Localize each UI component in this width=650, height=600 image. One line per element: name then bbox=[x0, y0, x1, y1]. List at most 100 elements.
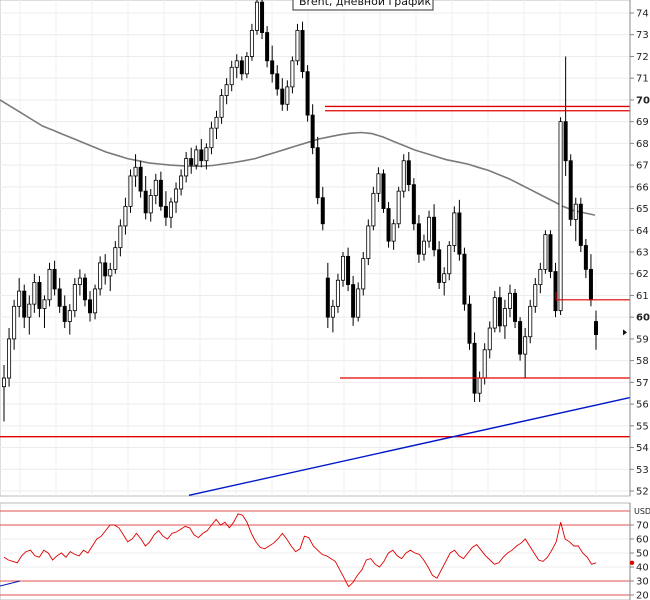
price-tick-label: 74 bbox=[636, 9, 649, 20]
candle-body-down bbox=[189, 158, 194, 166]
horizontal-levels-layer bbox=[0, 105, 630, 438]
candle-body-up bbox=[330, 305, 335, 318]
candle-body-up bbox=[118, 225, 123, 249]
candle-body-down bbox=[270, 60, 275, 75]
candle-body-up bbox=[72, 284, 77, 312]
price-tick-label: 64 bbox=[636, 226, 649, 237]
indicator-panel-frame bbox=[0, 502, 631, 600]
candle-body-up bbox=[133, 166, 138, 177]
price-tick-label: 53 bbox=[636, 465, 649, 476]
candle-body-up bbox=[174, 188, 179, 203]
candle-body-down bbox=[457, 212, 462, 255]
candle-body-up bbox=[421, 240, 426, 255]
candle-body-down bbox=[103, 262, 108, 277]
candle-body-up bbox=[482, 349, 487, 379]
candle-body-up bbox=[427, 216, 432, 242]
candle-body-up bbox=[295, 29, 300, 62]
price-axis: 52 53 54 55 56 57 58 59 60 61 62 63 64 65 66 67 68 69 70 71… bbox=[623, 0, 650, 498]
candle-body-up bbox=[17, 290, 22, 307]
candle-body-up bbox=[335, 279, 340, 307]
candle-body-up bbox=[2, 377, 7, 388]
candle-body-up bbox=[229, 66, 234, 86]
candle-body-up bbox=[492, 297, 497, 329]
candle-body-down bbox=[305, 71, 310, 116]
moving-average-line bbox=[0, 99, 596, 216]
candle-body-up bbox=[209, 127, 214, 149]
candle-body-up bbox=[214, 116, 219, 129]
candle-body-up bbox=[153, 179, 158, 196]
candle-body-up bbox=[341, 255, 346, 281]
candle-body-up bbox=[376, 173, 381, 194]
candle-body-up bbox=[401, 160, 406, 192]
candle-body-up bbox=[77, 277, 82, 285]
moving-average-layer bbox=[0, 99, 596, 216]
indicator-axis: USD 20 30 40 50 60 70 bbox=[629, 503, 650, 600]
candle-body-up bbox=[108, 268, 113, 277]
chart-title: Brent, дневной график bbox=[299, 0, 432, 8]
candle-body-down bbox=[437, 249, 442, 283]
indicator-tick-label: 60 bbox=[636, 535, 649, 546]
candle-body-up bbox=[507, 292, 512, 309]
candle-body-down bbox=[563, 121, 568, 162]
price-tick-label: 62 bbox=[636, 269, 649, 280]
candle-body-up bbox=[123, 205, 128, 227]
candle-body-down bbox=[432, 216, 437, 251]
candle-body-down bbox=[386, 208, 391, 242]
candle-body-down bbox=[163, 205, 168, 218]
candle-body-down bbox=[88, 299, 93, 314]
candle-body-up bbox=[528, 305, 533, 338]
candle-body-up bbox=[168, 201, 173, 218]
candle-body-up bbox=[67, 310, 72, 322]
candle-body-down bbox=[518, 321, 523, 355]
price-tick-label: 61 bbox=[636, 291, 649, 302]
indicator-tick-label: 40 bbox=[636, 563, 649, 574]
candle-body-down bbox=[411, 184, 416, 225]
price-grid bbox=[0, 0, 631, 497]
candle-body-down bbox=[82, 277, 87, 301]
candle-body-up bbox=[290, 60, 295, 88]
price-tick-label: 66 bbox=[636, 182, 649, 193]
candle-body-up bbox=[224, 84, 229, 96]
indicator-line-layer bbox=[3, 513, 597, 588]
price-tick-label: 63 bbox=[636, 248, 649, 259]
candle-body-up bbox=[179, 175, 184, 190]
candle-body-up bbox=[98, 262, 103, 290]
candle-body-up bbox=[361, 258, 366, 290]
candle-body-up bbox=[523, 336, 528, 355]
candle-body-down bbox=[325, 277, 330, 318]
candle-body-down bbox=[578, 203, 583, 246]
candle-body-up bbox=[234, 60, 239, 68]
price-tick-label: 54 bbox=[636, 443, 649, 454]
candle-body-down bbox=[315, 147, 320, 199]
trendline-layer bbox=[188, 396, 631, 497]
price-tick-label: 57 bbox=[636, 378, 649, 389]
indicator-tick-label: 70 bbox=[636, 521, 649, 532]
candle-body-up bbox=[12, 305, 17, 340]
candle-body-up bbox=[371, 192, 376, 227]
trendline bbox=[188, 396, 631, 497]
candle-body-down bbox=[416, 223, 421, 255]
candle-body-up bbox=[128, 175, 133, 207]
candle-body-up bbox=[184, 158, 189, 177]
candle-body-down bbox=[260, 1, 265, 33]
candle-body-up bbox=[396, 190, 401, 225]
candle-body-down bbox=[143, 190, 148, 214]
candle-body-up bbox=[113, 247, 118, 270]
price-tick-label: 52 bbox=[636, 487, 649, 498]
indicator-tick-label: 50 bbox=[636, 549, 649, 560]
candle-body-down bbox=[275, 73, 280, 90]
candle-body-up bbox=[442, 273, 447, 283]
candle-body-down bbox=[472, 342, 477, 394]
candle-body-up bbox=[285, 86, 290, 105]
candle-body-up bbox=[543, 234, 548, 270]
candles-layer bbox=[2, 0, 599, 422]
price-tick-label: 67 bbox=[636, 161, 649, 172]
price-tick-label: 58 bbox=[636, 356, 649, 367]
price-tick-label: 60 bbox=[636, 313, 650, 324]
candle-body-down bbox=[594, 321, 599, 335]
candle-body-down bbox=[62, 305, 67, 322]
price-tick-label: 70 bbox=[636, 95, 650, 106]
indicator-line bbox=[3, 513, 597, 588]
candle-body-up bbox=[538, 268, 543, 285]
candle-body-up bbox=[254, 1, 259, 31]
